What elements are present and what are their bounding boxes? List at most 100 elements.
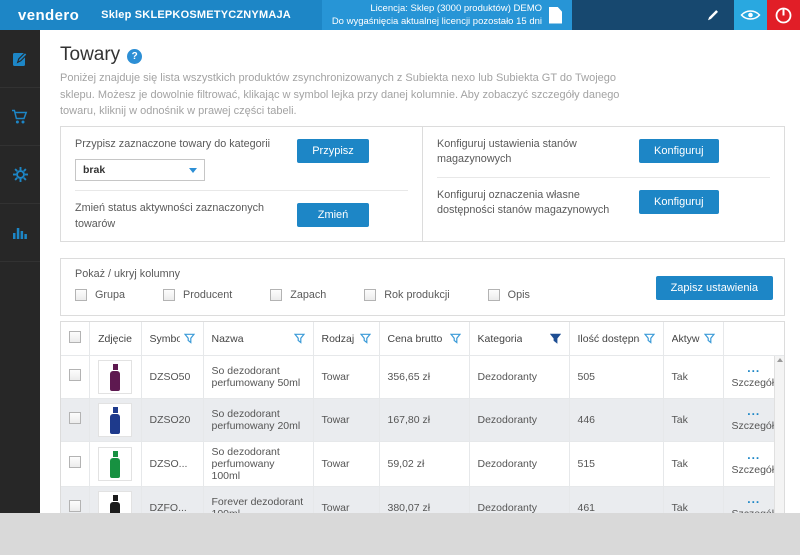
header-cell-cena-brutto: Cena brutto bbox=[379, 322, 469, 355]
gear-icon bbox=[12, 166, 29, 183]
compose-icon bbox=[12, 50, 29, 67]
help-icon[interactable]: ? bbox=[127, 49, 142, 64]
preview-shop-button[interactable] bbox=[734, 0, 767, 30]
category-select-value: brak bbox=[83, 164, 105, 176]
eye-icon bbox=[740, 8, 761, 23]
sidebar-item-statistics[interactable] bbox=[0, 204, 40, 262]
filter-icon-aktywny[interactable] bbox=[704, 333, 715, 344]
chevron-down-icon bbox=[189, 168, 197, 173]
row-checkbox[interactable] bbox=[69, 456, 81, 468]
cell-aktywny: Tak bbox=[663, 441, 723, 486]
row-menu-dots[interactable]: ... bbox=[732, 407, 777, 415]
cell-aktywny: Tak bbox=[663, 486, 723, 513]
row-checkbox[interactable] bbox=[69, 369, 81, 381]
stock-configure-button[interactable]: Konfiguruj bbox=[639, 139, 719, 163]
checkbox-opis[interactable] bbox=[488, 289, 500, 301]
cell-rodzaj: Towar bbox=[313, 486, 379, 513]
header-cell-symbol: Symbol bbox=[141, 322, 203, 355]
cell-zdjecie bbox=[89, 355, 141, 398]
cell-cena: 356,65 zł bbox=[379, 355, 469, 398]
table-scrollbar[interactable] bbox=[774, 356, 784, 513]
change-status-row: Zmień status aktywności zaznaczonych tow… bbox=[75, 190, 408, 241]
cell-kategoria: Dezodoranty bbox=[469, 355, 569, 398]
assign-button[interactable]: Przypisz bbox=[297, 139, 369, 163]
row-menu-dots[interactable]: ... bbox=[732, 364, 777, 372]
availability-configure-button[interactable]: Konfiguruj bbox=[639, 190, 719, 214]
checkbox-rok-produkcji[interactable] bbox=[364, 289, 376, 301]
edit-shop-icon[interactable] bbox=[706, 8, 720, 22]
cell-zdjecie bbox=[89, 441, 141, 486]
license-document-icon[interactable] bbox=[549, 7, 562, 24]
filter-icon-rodzaj[interactable] bbox=[360, 333, 371, 344]
cell-checkbox bbox=[61, 486, 89, 513]
row-checkbox[interactable] bbox=[69, 500, 81, 512]
scroll-up-icon[interactable] bbox=[777, 358, 783, 362]
cell-cena: 59,02 zł bbox=[379, 441, 469, 486]
logout-button[interactable] bbox=[767, 0, 800, 30]
product-image bbox=[98, 491, 132, 513]
sidebar-item-products[interactable] bbox=[0, 30, 40, 88]
main-content: Towary ? Poniżej znajduje się lista wszy… bbox=[40, 30, 800, 513]
availability-settings-row: Konfiguruj oznaczenia własne dostępności… bbox=[437, 177, 770, 228]
header-cell-select-all bbox=[61, 322, 89, 355]
cell-aktywny: Tak bbox=[663, 398, 723, 441]
filter-icon-ilosc[interactable] bbox=[644, 333, 655, 344]
vendero-logo[interactable]: vendero bbox=[0, 0, 79, 30]
cell-symbol: DZFO... bbox=[141, 486, 203, 513]
details-link[interactable]: Szczegóły bbox=[732, 508, 777, 513]
sidebar-item-settings[interactable] bbox=[0, 146, 40, 204]
license-line1: Licencja: Sklep (3000 produktów) DEMO bbox=[332, 2, 542, 15]
row-checkbox[interactable] bbox=[69, 412, 81, 424]
select-all-checkbox[interactable] bbox=[69, 331, 81, 343]
cell-cena: 167,80 zł bbox=[379, 398, 469, 441]
cell-rodzaj: Towar bbox=[313, 355, 379, 398]
cell-zdjecie bbox=[89, 486, 141, 513]
column-option-zapach[interactable]: Zapach bbox=[270, 289, 326, 301]
assign-category-label: Przypisz zaznaczone towary do kategorii bbox=[75, 137, 275, 153]
details-link[interactable]: Szczegóły bbox=[732, 420, 777, 432]
table-row-2: DZSO20 So dezodorant perfumowany 20ml To… bbox=[61, 398, 784, 441]
filter-icon-symbol[interactable] bbox=[184, 333, 195, 344]
cell-ilosc: 515 bbox=[569, 441, 663, 486]
product-image bbox=[98, 447, 132, 481]
table-header-row: Zdjęcie Symbol Nazwa Rodzaj Cena brutto … bbox=[61, 322, 784, 355]
column-option-grupa[interactable]: Grupa bbox=[75, 289, 125, 301]
details-link[interactable]: Szczegóły bbox=[732, 377, 777, 389]
products-table-panel: Zdjęcie Symbol Nazwa Rodzaj Cena brutto … bbox=[60, 321, 785, 513]
app-window: vendero Sklep SKLEPKOSMETYCZNYMAJA Licen… bbox=[0, 0, 800, 555]
sidebar-item-orders[interactable] bbox=[0, 88, 40, 146]
filter-icon-nazwa[interactable] bbox=[294, 333, 305, 344]
product-image bbox=[98, 360, 132, 394]
header-cell-zdjecie: Zdjęcie bbox=[89, 322, 141, 355]
column-option-opis[interactable]: Opis bbox=[488, 289, 530, 301]
change-status-button[interactable]: Zmień bbox=[297, 203, 369, 227]
column-option-producent[interactable]: Producent bbox=[163, 289, 232, 301]
cell-rodzaj: Towar bbox=[313, 398, 379, 441]
shop-name: Sklep SKLEPKOSMETYCZNYMAJA bbox=[101, 0, 291, 30]
category-select[interactable]: brak bbox=[75, 159, 205, 181]
checkbox-zapach[interactable] bbox=[270, 289, 282, 301]
filter-icon-cena[interactable] bbox=[450, 333, 461, 344]
row-menu-dots[interactable]: ... bbox=[732, 451, 777, 459]
cell-cena: 380,07 zł bbox=[379, 486, 469, 513]
checkbox-grupa[interactable] bbox=[75, 289, 87, 301]
table-row-4: DZFO... Forever dezodorant 100ml Towar 3… bbox=[61, 486, 784, 513]
checkbox-producent[interactable] bbox=[163, 289, 175, 301]
row-menu-dots[interactable]: ... bbox=[732, 495, 777, 503]
columns-visibility-panel: Pokaż / ukryj kolumny Grupa Producent Za… bbox=[60, 258, 785, 316]
filter-icon-kategoria-active[interactable] bbox=[550, 333, 561, 344]
column-option-rok-produkcji[interactable]: Rok produkcji bbox=[364, 289, 449, 301]
details-link[interactable]: Szczegóły bbox=[732, 464, 777, 476]
save-settings-button[interactable]: Zapisz ustawienia bbox=[656, 276, 773, 300]
header-cell-nazwa: Nazwa bbox=[203, 322, 313, 355]
stock-settings-label: Konfiguruj ustawienia stanów magazynowyc… bbox=[437, 137, 617, 168]
topbar: vendero Sklep SKLEPKOSMETYCZNYMAJA Licen… bbox=[0, 0, 800, 30]
cell-ilosc: 446 bbox=[569, 398, 663, 441]
page-description: Poniżej znajduje się lista wszystkich pr… bbox=[60, 70, 645, 120]
cell-symbol: DZSO20 bbox=[141, 398, 203, 441]
topbar-spacer bbox=[291, 0, 322, 30]
products-table: Zdjęcie Symbol Nazwa Rodzaj Cena brutto … bbox=[61, 322, 784, 513]
cell-symbol: DZSO50 bbox=[141, 355, 203, 398]
cell-kategoria: Dezodoranty bbox=[469, 441, 569, 486]
license-info: Licencja: Sklep (3000 produktów) DEMO Do… bbox=[322, 0, 572, 30]
